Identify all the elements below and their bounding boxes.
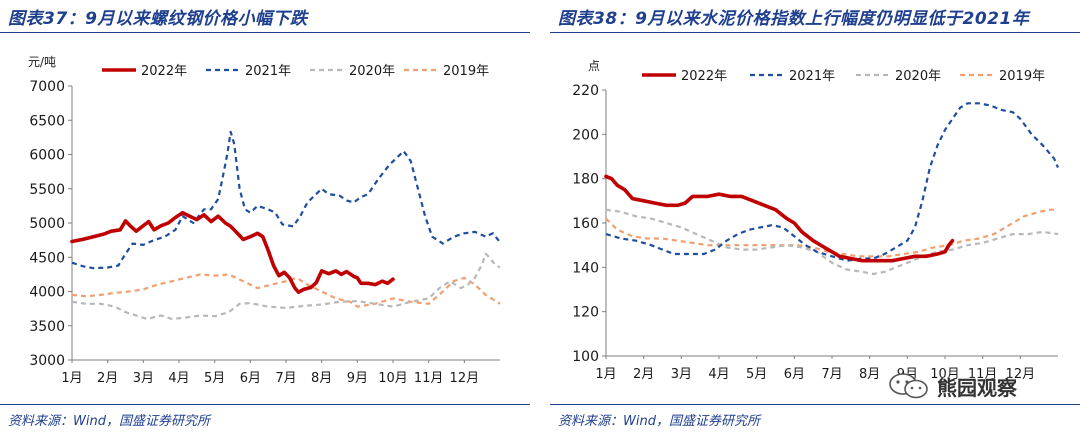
unit-label: 元/吨: [28, 55, 56, 69]
y-tick-label: 4000: [29, 285, 65, 301]
series-line-2021年: [605, 102, 1060, 262]
y-tick-label: 180: [572, 172, 599, 188]
legend-label: 2022年: [141, 64, 187, 79]
legend-label: 2020年: [895, 69, 941, 84]
chart-title: 图表37：9月以来螺纹钢价格小幅下跌: [8, 9, 308, 29]
title-divider: [0, 32, 530, 33]
source-note: 资料来源：Wind，国盛证券研究所: [8, 414, 210, 429]
x-tick-label: 5月: [746, 367, 767, 382]
y-tick-label: 4500: [29, 250, 65, 266]
legend-label: 2021年: [789, 69, 835, 84]
series-line-2022年: [604, 174, 955, 263]
x-tick-label: 3月: [133, 371, 154, 386]
x-tick-label: 7月: [821, 367, 842, 382]
legend-label: 2021年: [245, 64, 291, 79]
x-tick-label: 10月: [930, 367, 960, 382]
y-tick-label: 6000: [29, 148, 65, 164]
series-line-2021年: [71, 130, 501, 270]
x-tick-label: 9月: [347, 371, 368, 386]
series-line-2019年: [605, 208, 1058, 258]
y-tick-label: 7000: [29, 79, 65, 95]
y-tick-label: 120: [572, 305, 599, 321]
wechat-icon: [889, 373, 928, 399]
x-tick-label: 11月: [968, 367, 998, 382]
y-tick-label: 3000: [29, 353, 65, 369]
x-tick-label: 7月: [275, 371, 296, 386]
x-tick-label: 4月: [708, 367, 729, 382]
y-tick-label: 140: [572, 260, 599, 276]
watermark-text: 熊园观察: [937, 376, 1017, 400]
x-tick-label: 12月: [450, 371, 480, 386]
y-tick-label: 100: [572, 349, 599, 365]
y-tick-label: 5000: [29, 216, 65, 232]
x-tick-label: 5月: [204, 371, 225, 386]
x-tick-label: 12月: [1006, 367, 1036, 382]
source-divider: [550, 404, 1080, 405]
legend-label: 2020年: [349, 64, 395, 79]
source-note: 资料来源：Wind，国盛证券研究所: [558, 414, 760, 429]
series-line-2020年: [71, 252, 501, 320]
x-tick-label: 2月: [633, 367, 654, 382]
legend-label: 2019年: [999, 69, 1045, 84]
series-line-2022年: [70, 210, 395, 294]
x-tick-label: 11月: [414, 371, 444, 386]
x-tick-label: 1月: [61, 371, 82, 386]
y-tick-label: 6500: [29, 113, 65, 129]
x-tick-label: 4月: [168, 371, 189, 386]
y-tick-label: 200: [572, 127, 599, 143]
x-tick-label: 3月: [671, 367, 692, 382]
watermark: 熊园观察: [875, 368, 1075, 404]
chart-panel-cement: 图表38：9月以来水泥价格指数上行幅度仍明显低于2021年 100 120 140 1…: [550, 0, 1080, 435]
source-divider: [0, 404, 530, 405]
x-tick-label: 8月: [311, 371, 332, 386]
x-tick-label: 8月: [859, 367, 880, 382]
y-tick-label: 5500: [29, 182, 65, 198]
x-tick-label: 6月: [784, 367, 805, 382]
legend-label: 2022年: [681, 69, 727, 84]
x-tick-label: 10月: [378, 371, 408, 386]
chart-title: 图表38：9月以来水泥价格指数上行幅度仍明显低于2021年: [558, 9, 1030, 29]
y-tick-label: 220: [572, 83, 599, 99]
chart-panel-steel: 图表37：9月以来螺纹钢价格小幅下跌 3000 3500 4000 4500 5000 5…: [0, 0, 530, 435]
series-line-2020年: [605, 208, 1059, 276]
unit-label: 点: [588, 59, 600, 73]
legend-label: 2019年: [443, 64, 489, 79]
x-tick-label: 2月: [97, 371, 118, 386]
y-tick-label: 160: [572, 216, 599, 232]
title-divider: [550, 32, 1080, 33]
series-line-2019年: [71, 273, 501, 308]
steel-price-chart: 3000 3500 4000 4500 5000 5500 6000 6500 7000 1月 2月…: [28, 55, 501, 386]
x-tick-label: 1月: [595, 367, 616, 382]
y-tick-label: 3500: [29, 319, 65, 335]
cement-index-chart: 1001201401601802002201月2月3月4月5月6月7月8月9月1…: [572, 59, 1060, 382]
x-tick-label: 6月: [240, 371, 261, 386]
